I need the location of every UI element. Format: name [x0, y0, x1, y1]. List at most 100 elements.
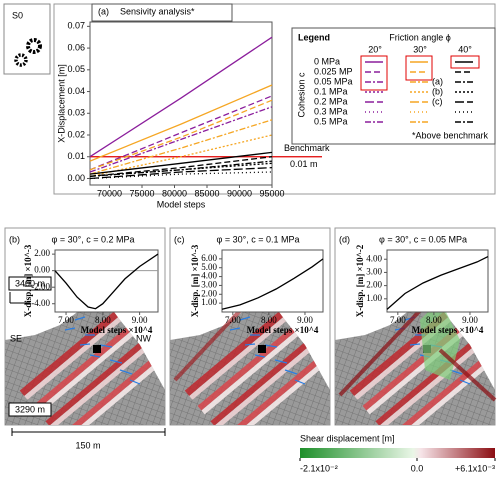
- elevation-box: [8, 276, 52, 291]
- legend-row: 0.1 MPa: [314, 86, 348, 96]
- legend-column-title: Friction angle ϕ: [389, 32, 451, 42]
- x-tick-label: 85000: [194, 188, 219, 198]
- colorbar-tick-label: 0.0: [411, 463, 424, 473]
- gear-icon: [14, 38, 42, 67]
- y-tick-label: -2.00: [31, 281, 50, 291]
- series-line: [89, 134, 273, 177]
- legend-row: 0.5 MPa: [314, 116, 348, 126]
- legend-note: *Above benchmark: [412, 130, 489, 140]
- elevation-top: 3400 m: [15, 278, 45, 288]
- y-tick-label: 0.06: [67, 42, 85, 52]
- series-line: [89, 99, 273, 171]
- colorbar-title: Shear displacement [m]: [300, 433, 395, 443]
- chart-title: φ = 30°, c = 0.1 MPa: [217, 234, 300, 244]
- y-tick-label: 0.07: [67, 21, 85, 31]
- legend-row: 0.05 MPa: [314, 76, 353, 86]
- title-box: [91, 3, 233, 22]
- legend-column: 40°: [458, 44, 472, 54]
- legend-box: [291, 27, 496, 145]
- y-axis-label: X-Displacement [m]: [56, 64, 66, 143]
- x-tick-label: 8.00: [426, 315, 442, 325]
- series-line: [89, 36, 273, 158]
- panel-label: (a): [98, 6, 109, 16]
- series-line: [54, 253, 159, 310]
- y-tick-label: 3.00: [201, 279, 217, 289]
- legend-row: 0 MPa: [314, 56, 340, 66]
- elevation-box: [8, 402, 52, 417]
- colorbar-tick-label: +6.1x10⁻³: [455, 463, 495, 473]
- y-tick-label: 0.01: [67, 151, 85, 161]
- plot-area: [221, 249, 324, 313]
- scale-bar: [11, 428, 166, 436]
- series-line: [89, 95, 273, 171]
- series-line: [89, 156, 273, 177]
- colorbar-tick-label: -2.1x10⁻²: [300, 463, 338, 473]
- x-tick-label: 8.00: [261, 315, 277, 325]
- legend-marker: (a): [432, 76, 443, 86]
- legend-row: 0.3 MPa: [314, 106, 348, 116]
- legend-row-title: Cohesion c: [296, 72, 306, 118]
- x-tick-label: 9.00: [132, 315, 148, 325]
- x-tick-label: 7.00: [390, 315, 406, 325]
- legend-marker: (c): [432, 96, 443, 106]
- y-tick-label: -4.00: [31, 298, 50, 308]
- x-tick-label: 9.00: [297, 315, 313, 325]
- y-tick-label: 0.00: [67, 173, 85, 183]
- x-axis-label: Model steps ×10^4: [81, 325, 153, 335]
- series-line: [89, 84, 273, 162]
- y-axis-label: X-disp. [m] ×10^-2: [355, 244, 365, 317]
- benchmark-value: 0.01 m: [290, 159, 318, 169]
- benchmark-label: Benchmark: [284, 143, 330, 153]
- y-tick-label: 2.00: [366, 280, 382, 290]
- y-axis-label: X-disp. [m] ×10^-3: [23, 244, 33, 317]
- legend-column: 30°: [413, 44, 427, 54]
- direction-label: SE: [10, 333, 22, 343]
- chart-title: φ = 30°, c = 0.05 MPa: [379, 234, 467, 244]
- highlight-boxes: [360, 55, 480, 91]
- x-axis-label: Model steps ×10^4: [247, 325, 319, 335]
- series-line: [386, 256, 489, 310]
- series-line: [89, 166, 273, 180]
- panel-label: (b): [9, 234, 20, 244]
- x-tick-label: 70000: [97, 188, 122, 198]
- y-tick-label: 0.05: [67, 64, 85, 74]
- colorbar: [300, 448, 495, 458]
- x-tick-label: 8.00: [95, 315, 111, 325]
- series-line: [89, 162, 273, 177]
- y-tick-label: 0.03: [67, 108, 85, 118]
- y-tick-label: 0.04: [67, 86, 85, 96]
- y-tick-label: 6.00: [201, 253, 217, 263]
- x-tick-label: 7.00: [58, 315, 74, 325]
- series-line: [89, 151, 273, 175]
- elevation-bottom: 3290 m: [15, 404, 45, 414]
- x-axis-label: Model steps: [157, 199, 206, 209]
- x-tick-label: 90000: [227, 188, 252, 198]
- y-axis-label: X-disp. [m] ×10^-3: [190, 244, 200, 317]
- series-line: [89, 106, 273, 173]
- x-tick-label: 95000: [259, 188, 284, 198]
- x-tick-label: 9.00: [462, 315, 478, 325]
- y-tick-label: 1.00: [366, 293, 382, 303]
- legend-row: 0.025 MP: [314, 66, 353, 76]
- y-tick-label: 2.00: [201, 288, 217, 298]
- plot-area: [54, 249, 159, 313]
- y-tick-label: 1.00: [201, 297, 217, 307]
- legend-title: Legend: [298, 32, 330, 42]
- scenario-box: [3, 3, 51, 75]
- x-tick-label: 7.00: [225, 315, 241, 325]
- y-tick-label: 0.00: [34, 265, 50, 275]
- series-line: [89, 119, 273, 175]
- y-tick-label: 2.00: [34, 248, 50, 258]
- scenario-label: S0: [12, 10, 23, 20]
- x-tick-label: 75000: [129, 188, 154, 198]
- y-tick-label: 5.00: [201, 262, 217, 272]
- series-line: [89, 160, 273, 177]
- series-line: [221, 258, 324, 310]
- chart-title: Sensivity analysis*: [120, 6, 195, 16]
- panel-label: (d): [339, 234, 350, 244]
- y-tick-label: 3.00: [366, 266, 382, 276]
- chart-title: φ = 30°, c = 0.2 MPa: [52, 234, 135, 244]
- y-tick-label: 4.00: [201, 271, 217, 281]
